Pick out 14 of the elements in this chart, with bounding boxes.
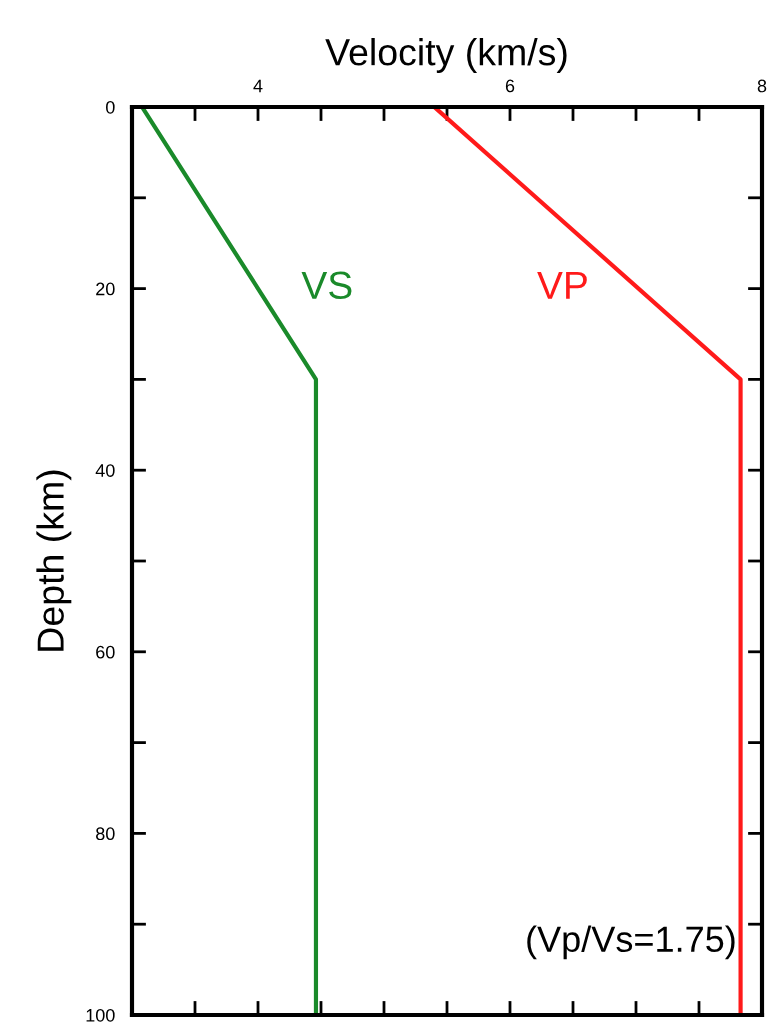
y-axis-title: Depth (km) [36, 470, 72, 651]
x-tick-label: 8 [757, 79, 767, 93]
y-tick-label: 80 [96, 827, 115, 841]
series-label: VP [537, 271, 587, 299]
series-label: VS [301, 271, 352, 300]
y-tick-label: 0 [106, 100, 115, 114]
x-axis-title: Velocity (km/s) [325, 37, 567, 73]
y-tick-label: 100 [86, 1008, 115, 1022]
y-tick-label: 20 [96, 282, 115, 296]
y-tick-label: 60 [96, 645, 115, 659]
y-tick-label: 40 [95, 464, 115, 477]
x-tick-label: 6 [505, 79, 515, 93]
annotation: (Vp/Vs=1.75) [527, 925, 735, 960]
x-tick-label: 4 [253, 79, 263, 93]
